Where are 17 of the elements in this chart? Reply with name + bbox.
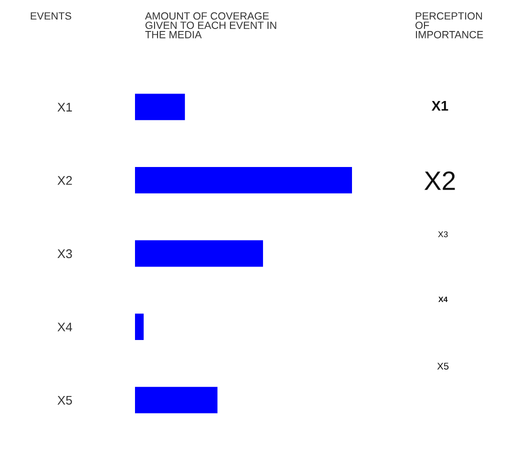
text: X3 [438, 231, 448, 238]
y-tick-label: X1 [57, 102, 72, 112]
bar [135, 314, 144, 340]
text: X5 [437, 362, 449, 370]
y-tick-label: X4 [57, 322, 72, 332]
y-tick-label: X3 [57, 249, 72, 258]
text: X2 [424, 171, 455, 190]
y-tick-label: X2 [57, 176, 72, 185]
chart-title: AMOUNT OF COVERAGE GIVEN TO EACH EVENT IN THE MEDIA [145, 12, 276, 38]
bar [135, 240, 264, 267]
bar [135, 167, 352, 194]
text: X1 [432, 101, 448, 111]
text: PERCEPTION OF IMPORTANCE [415, 12, 484, 38]
y-tick-label: X5 [57, 396, 72, 405]
bar [135, 94, 185, 120]
bar [135, 386, 218, 414]
y-axis-title: EVENTS [30, 12, 72, 20]
